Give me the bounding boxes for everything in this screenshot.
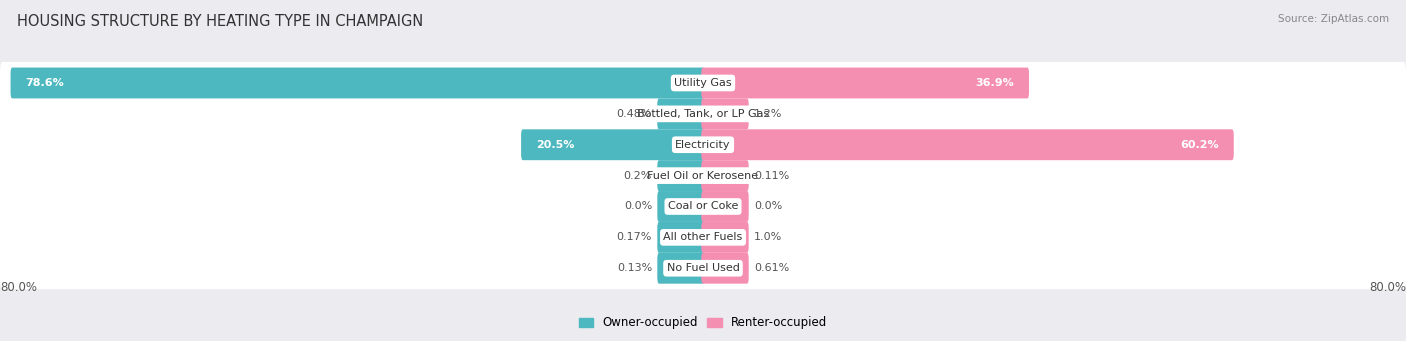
FancyBboxPatch shape: [702, 160, 749, 191]
FancyBboxPatch shape: [657, 222, 704, 253]
FancyBboxPatch shape: [702, 129, 1234, 160]
FancyBboxPatch shape: [657, 191, 704, 222]
Text: 1.2%: 1.2%: [754, 109, 782, 119]
FancyBboxPatch shape: [0, 186, 1406, 227]
FancyBboxPatch shape: [0, 247, 1406, 289]
Text: Coal or Coke: Coal or Coke: [668, 202, 738, 211]
FancyBboxPatch shape: [0, 124, 1406, 166]
FancyBboxPatch shape: [522, 129, 704, 160]
Text: 78.6%: 78.6%: [25, 78, 65, 88]
FancyBboxPatch shape: [702, 222, 749, 253]
Text: 20.5%: 20.5%: [536, 140, 575, 150]
FancyBboxPatch shape: [657, 99, 704, 129]
FancyBboxPatch shape: [702, 253, 749, 284]
FancyBboxPatch shape: [0, 62, 1406, 104]
Text: Utility Gas: Utility Gas: [675, 78, 731, 88]
FancyBboxPatch shape: [702, 99, 749, 129]
Text: Source: ZipAtlas.com: Source: ZipAtlas.com: [1278, 14, 1389, 24]
Text: 0.0%: 0.0%: [754, 202, 782, 211]
Text: Fuel Oil or Kerosene: Fuel Oil or Kerosene: [647, 170, 759, 181]
FancyBboxPatch shape: [657, 160, 704, 191]
FancyBboxPatch shape: [0, 217, 1406, 258]
Text: 60.2%: 60.2%: [1180, 140, 1219, 150]
Text: HOUSING STRUCTURE BY HEATING TYPE IN CHAMPAIGN: HOUSING STRUCTURE BY HEATING TYPE IN CHA…: [17, 14, 423, 29]
FancyBboxPatch shape: [702, 191, 749, 222]
Text: 0.48%: 0.48%: [617, 109, 652, 119]
Text: 80.0%: 80.0%: [0, 281, 37, 294]
Text: Bottled, Tank, or LP Gas: Bottled, Tank, or LP Gas: [637, 109, 769, 119]
Text: 0.2%: 0.2%: [624, 170, 652, 181]
Text: 1.0%: 1.0%: [754, 232, 782, 242]
Text: 36.9%: 36.9%: [976, 78, 1014, 88]
Text: 0.61%: 0.61%: [754, 263, 789, 273]
Text: 80.0%: 80.0%: [1369, 281, 1406, 294]
Legend: Owner-occupied, Renter-occupied: Owner-occupied, Renter-occupied: [574, 312, 832, 334]
Text: 0.17%: 0.17%: [617, 232, 652, 242]
Text: 0.0%: 0.0%: [624, 202, 652, 211]
Text: 0.13%: 0.13%: [617, 263, 652, 273]
Text: Electricity: Electricity: [675, 140, 731, 150]
FancyBboxPatch shape: [657, 253, 704, 284]
FancyBboxPatch shape: [0, 93, 1406, 135]
Text: No Fuel Used: No Fuel Used: [666, 263, 740, 273]
Text: 0.11%: 0.11%: [754, 170, 789, 181]
FancyBboxPatch shape: [702, 68, 1029, 99]
Text: All other Fuels: All other Fuels: [664, 232, 742, 242]
FancyBboxPatch shape: [11, 68, 704, 99]
FancyBboxPatch shape: [0, 154, 1406, 197]
